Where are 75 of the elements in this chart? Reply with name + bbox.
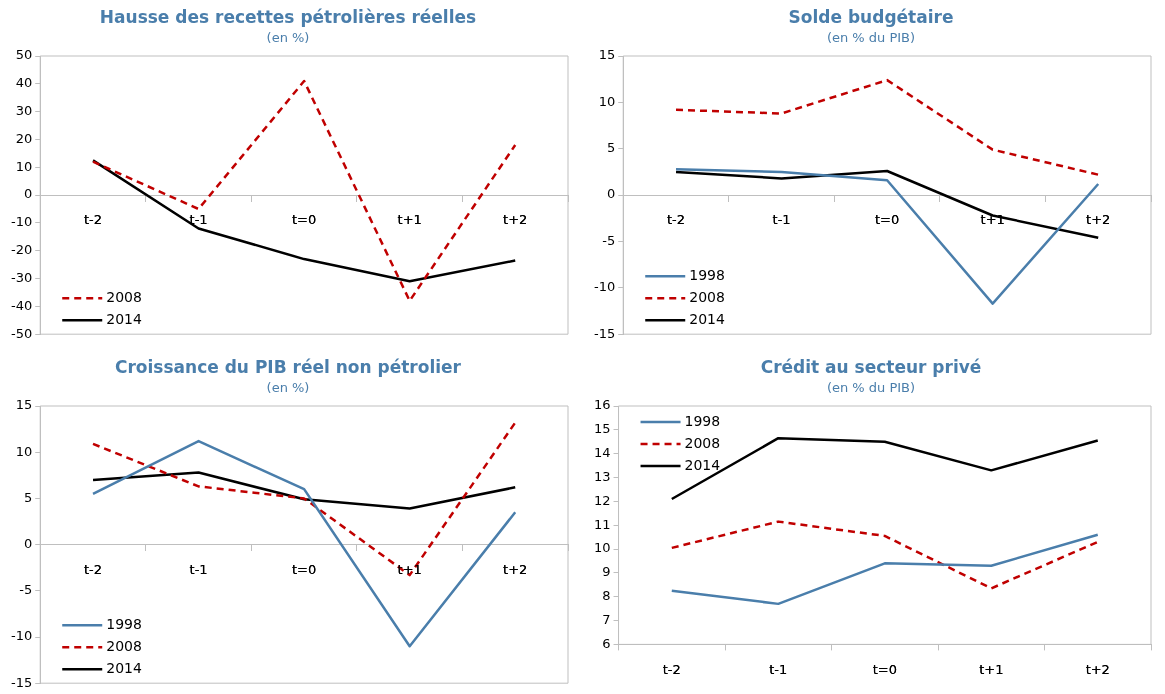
y-tick-label: 15: [594, 421, 611, 437]
line-series: [674, 78, 1100, 176]
x-tick-label: t=0: [291, 212, 317, 228]
y-tick-label: 12: [594, 492, 611, 508]
legend-label: 2014: [106, 659, 142, 676]
y-tick-label: 14: [594, 445, 611, 461]
y-tick-label: 15: [15, 397, 33, 413]
y-tick-label: 5: [23, 489, 33, 505]
y-tick-label: 13: [594, 468, 611, 484]
x-tick-label: t-1: [769, 661, 788, 677]
chart-subtitle: (en % du PIB): [826, 379, 916, 395]
chart-title: Croissance du PIB réel non pétrolier: [114, 356, 462, 377]
y-tick-label: 6: [602, 635, 611, 651]
x-tick-label: t+1: [979, 661, 1004, 677]
x-tick-label: t+2: [503, 561, 528, 577]
y-tick-label: 0: [23, 535, 33, 551]
y-tick-label: 20: [15, 130, 33, 146]
y-tick-label: 9: [602, 564, 611, 580]
x-tick-label: t=0: [291, 561, 317, 577]
x-tick-label: t=0: [872, 661, 897, 677]
y-tick-label: 0: [23, 186, 33, 202]
x-tick-label: t-1: [772, 212, 791, 228]
y-tick-label: -10: [11, 628, 33, 644]
legend-label: 2008: [106, 288, 142, 305]
y-tick-label: 11: [594, 516, 611, 532]
legend-label: 2008: [684, 434, 721, 451]
y-tick-label: 10: [15, 443, 33, 459]
y-tick-label: -50: [11, 325, 33, 341]
x-tick-label: t-1: [189, 561, 208, 577]
y-tick-label: 15: [598, 47, 616, 63]
legend-label: 2008: [106, 637, 142, 654]
y-tick-label: -10: [11, 214, 33, 230]
x-tick-label: t+1: [397, 212, 422, 228]
legend-label: 1998: [106, 615, 142, 632]
y-tick-label: 7: [602, 611, 611, 627]
legend-label: 1998: [684, 412, 721, 429]
x-tick-label: t+2: [1086, 212, 1111, 228]
x-tick-label: t-2: [666, 212, 686, 228]
y-tick-label: 5: [606, 140, 616, 156]
y-tick-label: -15: [11, 674, 33, 690]
y-tick-label: 30: [15, 103, 33, 119]
chart-title: Crédit au secteur privé: [760, 356, 982, 377]
y-tick-label: -30: [11, 269, 33, 285]
x-tick-label: t-2: [662, 661, 681, 677]
y-tick-label: -40: [11, 297, 33, 313]
x-tick-label: t-2: [83, 212, 103, 228]
x-tick-label: t+2: [1085, 661, 1110, 677]
chart-title: Hausse des recettes pétrolières réelles: [99, 6, 477, 27]
legend-label: 2014: [106, 310, 142, 327]
y-tick-label: -5: [19, 582, 33, 598]
chart-subtitle: (en %): [266, 379, 310, 395]
legend-label: 2014: [689, 310, 725, 327]
legend-label: 1998: [689, 266, 725, 283]
y-tick-label: 10: [594, 540, 611, 556]
y-tick-label: 8: [602, 588, 611, 604]
y-tick-label: 50: [15, 47, 33, 63]
legend-label: 2014: [684, 456, 721, 473]
y-tick-label: -10: [594, 279, 616, 295]
x-tick-label: t=0: [874, 212, 900, 228]
chart-subtitle: (en %): [266, 29, 310, 45]
x-tick-label: t-1: [189, 212, 208, 228]
y-tick-label: 10: [15, 158, 33, 174]
y-tick-label: 0: [606, 186, 616, 202]
y-tick-label: -15: [594, 325, 616, 341]
y-tick-label: -5: [602, 232, 616, 248]
line-series: [670, 520, 1099, 590]
legend-label: 2008: [689, 288, 725, 305]
x-tick-label: t+2: [503, 212, 528, 228]
x-tick-label: t-2: [83, 561, 103, 577]
y-tick-label: 40: [15, 75, 33, 91]
y-tick-label: 16: [594, 397, 611, 413]
y-tick-label: -20: [11, 242, 33, 258]
chart-title: Solde budgétaire: [788, 6, 954, 27]
y-tick-label: 10: [598, 93, 616, 109]
chart-subtitle: (en % du PIB): [826, 29, 916, 45]
